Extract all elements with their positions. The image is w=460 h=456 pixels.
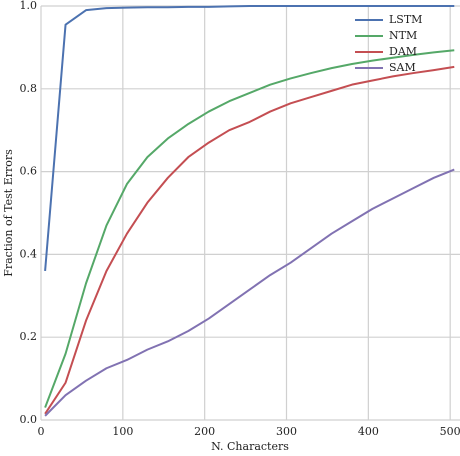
x-tick-label: 0	[38, 425, 45, 438]
y-tick-label: 1.0	[20, 0, 38, 12]
y-tick-label: 0.6	[20, 165, 38, 178]
x-tick-label: 400	[358, 425, 379, 438]
y-tick-label: 0.8	[20, 82, 38, 95]
x-tick-label: 500	[440, 425, 460, 438]
x-tick-label: 100	[112, 425, 133, 438]
x-tick-label: 300	[276, 425, 297, 438]
x-tick-label: 200	[194, 425, 215, 438]
legend-label: DAM	[389, 45, 417, 58]
x-axis-label: N. Characters	[211, 440, 289, 452]
y-tick-label: 0.2	[20, 330, 38, 343]
series-line	[44, 168, 455, 417]
series-line	[44, 65, 455, 415]
series-line	[44, 49, 455, 408]
legend-label: LSTM	[389, 13, 422, 26]
series-line	[44, 5, 455, 272]
y-axis-label: Fraction of Test Errors	[2, 149, 15, 277]
legend-label: SAM	[389, 61, 416, 74]
y-tick-label: 0.0	[20, 413, 38, 426]
y-tick-label: 0.4	[20, 247, 38, 260]
legend-label: NTM	[389, 29, 417, 42]
